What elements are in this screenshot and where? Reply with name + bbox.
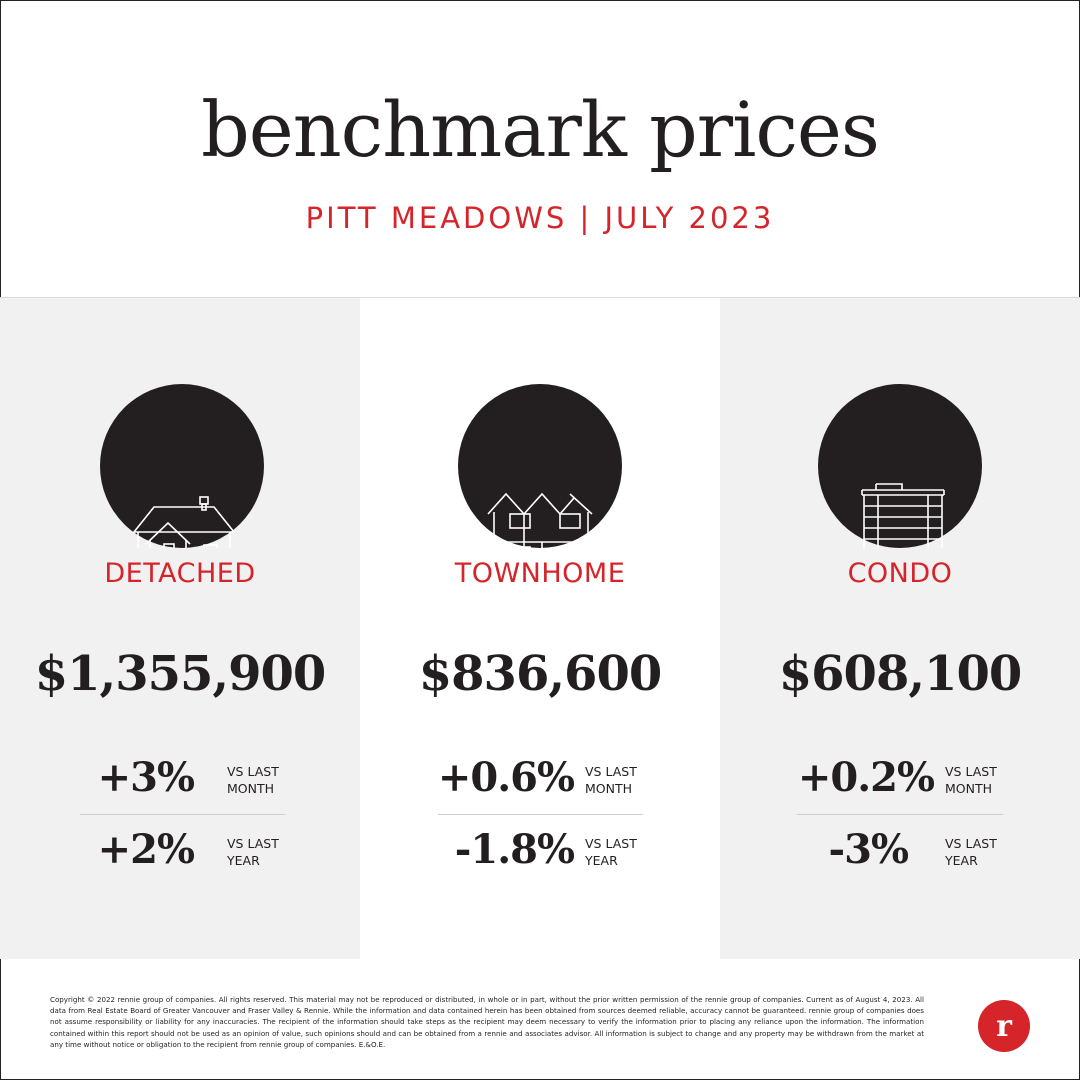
benchmark-price: $836,600 <box>418 646 663 702</box>
month-label-line2: MONTH <box>585 781 633 796</box>
year-change-row: -1.8% VS LAST YEAR <box>360 828 720 872</box>
year-label-line2: YEAR <box>227 853 260 868</box>
year-change-value: -3% <box>828 826 909 873</box>
year-change-row: +2% VS LAST YEAR <box>0 828 360 872</box>
rennie-logo: r <box>978 1000 1030 1052</box>
year-change-value: +2% <box>97 826 195 873</box>
month-change-value: +3% <box>97 754 195 801</box>
townhome-icon <box>458 384 622 548</box>
stat-divider <box>80 814 285 815</box>
month-change-value: +0.6% <box>437 754 575 801</box>
page-subtitle: PITT MEADOWS | JULY 2023 <box>305 201 775 235</box>
month-change-row: +3% VS LAST MONTH <box>0 756 360 800</box>
month-change-label: VS LAST MONTH <box>227 763 279 797</box>
benchmark-price: $608,100 <box>778 646 1023 702</box>
townhome-column: TOWNHOME $836,600 +0.6% VS LAST MONTH -1… <box>360 298 720 959</box>
year-label-line1: VS LAST <box>227 836 279 851</box>
month-change-label: VS LAST MONTH <box>585 763 637 797</box>
month-label-line2: MONTH <box>227 781 275 796</box>
year-change-row: -3% VS LAST YEAR <box>720 828 1080 872</box>
month-change-value: +0.2% <box>797 754 935 801</box>
year-label-line2: YEAR <box>585 853 618 868</box>
copyright-disclaimer: Copyright © 2022 rennie group of compani… <box>50 995 924 1049</box>
page-title: benchmark prices <box>201 85 880 174</box>
property-type-label: TOWNHOME <box>454 558 626 589</box>
benchmark-price: $1,355,900 <box>34 646 327 702</box>
month-label-line1: VS LAST <box>585 764 637 779</box>
year-label-line1: VS LAST <box>945 836 997 851</box>
stat-divider <box>797 814 1003 815</box>
month-change-label: VS LAST MONTH <box>945 763 997 797</box>
detached-house-icon <box>100 384 264 548</box>
year-change-label: VS LAST YEAR <box>585 835 637 869</box>
header: benchmark prices PITT MEADOWS | JULY 202… <box>0 0 1080 298</box>
detached-column: DETACHED $1,355,900 +3% VS LAST MONTH +2… <box>0 298 360 959</box>
logo-letter: r <box>996 1009 1013 1044</box>
year-change-value: -1.8% <box>454 826 575 873</box>
month-label-line2: MONTH <box>945 781 993 796</box>
year-label-line1: VS LAST <box>585 836 637 851</box>
month-label-line1: VS LAST <box>945 764 997 779</box>
year-change-label: VS LAST YEAR <box>227 835 279 869</box>
property-type-label: CONDO <box>847 558 953 589</box>
month-change-row: +0.2% VS LAST MONTH <box>720 756 1080 800</box>
property-type-label: DETACHED <box>104 558 256 589</box>
condo-building-icon <box>818 384 982 548</box>
month-change-row: +0.6% VS LAST MONTH <box>360 756 720 800</box>
year-label-line2: YEAR <box>945 853 978 868</box>
condo-column: CONDO $608,100 +0.2% VS LAST MONTH -3% V… <box>720 298 1080 959</box>
stat-divider <box>438 814 643 815</box>
year-change-label: VS LAST YEAR <box>945 835 997 869</box>
month-label-line1: VS LAST <box>227 764 279 779</box>
